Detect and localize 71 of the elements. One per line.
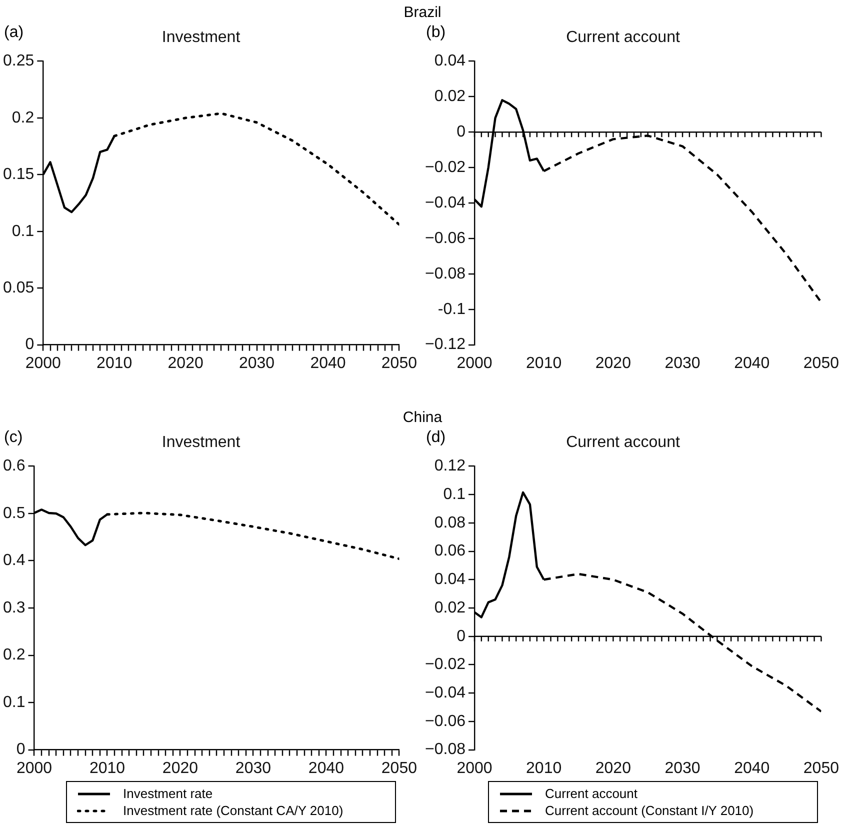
- y-tick-label: 0.05: [3, 279, 34, 296]
- x-tick-label: 2010: [89, 760, 126, 777]
- y-tick-label: 0.2: [12, 109, 34, 126]
- x-tick-label: 2000: [25, 354, 62, 372]
- y-tick-label: 0: [16, 741, 26, 758]
- y-tick-label: 0.1: [2, 694, 26, 711]
- y-tick-label: 0: [456, 628, 466, 645]
- x-tick-label: 2040: [734, 354, 770, 372]
- y-tick-label: 0.3: [2, 599, 26, 616]
- x-tick-label: 2010: [526, 760, 562, 777]
- text: China: [402, 409, 444, 426]
- legend-label: Current account: [545, 786, 638, 801]
- x-tick-label: 2040: [734, 760, 770, 777]
- text: Brazil: [402, 4, 442, 21]
- x-tick-label: 2000: [16, 760, 52, 777]
- y-tick-label: 0.4: [2, 552, 26, 570]
- y-tick-label: 0: [25, 336, 34, 354]
- y-tick-label: 0: [456, 124, 466, 141]
- text: (d): [426, 429, 446, 447]
- x-tick-label: 2020: [595, 760, 632, 777]
- y-tick-label: 0.06: [434, 542, 466, 560]
- y-tick-label: 0.02: [434, 599, 466, 616]
- y-tick-label: −0.08: [425, 265, 466, 282]
- x-tick-label: 2020: [162, 760, 198, 777]
- y-tick-label: 0.1: [12, 222, 34, 240]
- legend-label: Investment rate: [123, 786, 213, 801]
- x-tick-label: 2020: [168, 354, 204, 372]
- text: (b): [426, 24, 446, 42]
- y-tick-label: −0.06: [425, 230, 466, 247]
- y-tick-label: 0.1: [443, 486, 466, 503]
- chart-title: Current account: [566, 29, 680, 46]
- x-tick-label: 2050: [381, 354, 418, 372]
- x-tick-label: 2050: [381, 760, 418, 777]
- chart-title: Current account: [566, 434, 680, 452]
- y-tick-label: −0.06: [425, 712, 466, 730]
- legend-label: Investment rate (Constant CA/Y 2010): [123, 803, 344, 818]
- x-tick-label: 2040: [308, 760, 344, 777]
- y-tick-label: −0.04: [425, 684, 466, 702]
- y-tick-label: −0.02: [425, 158, 466, 176]
- y-tick-label: 0.25: [3, 52, 34, 70]
- y-tick-label: −0.12: [425, 336, 466, 354]
- y-tick-label: 0.08: [434, 514, 466, 532]
- legend-label: Current account (Constant I/Y 2010): [545, 803, 754, 818]
- y-tick-label: −0.08: [425, 741, 466, 758]
- chart-title: Investment: [162, 434, 241, 452]
- y-tick-label: 0.6: [2, 458, 26, 475]
- x-tick-label: 2040: [310, 354, 346, 372]
- x-tick-label: 2030: [238, 354, 275, 372]
- x-tick-label: 2010: [526, 354, 562, 372]
- text: (c): [4, 429, 23, 447]
- y-tick-label: 0.5: [2, 504, 26, 522]
- y-tick-label: −0.02: [425, 656, 466, 674]
- x-tick-label: 2050: [803, 354, 840, 372]
- y-tick-label: 0.04: [434, 52, 466, 70]
- y-tick-label: 0.02: [434, 88, 466, 106]
- x-tick-label: 2010: [96, 354, 132, 372]
- y-tick-label: 0.2: [2, 646, 26, 664]
- chart-title: Investment: [162, 29, 241, 46]
- y-tick-label: −0.04: [425, 194, 466, 212]
- y-tick-label: -0.1: [438, 300, 466, 318]
- x-tick-label: 2020: [595, 354, 632, 372]
- text: (a): [4, 24, 24, 42]
- x-tick-label: 2000: [456, 354, 492, 372]
- x-tick-label: 2030: [664, 354, 700, 372]
- y-tick-label: 0.04: [434, 571, 466, 588]
- x-tick-label: 2050: [803, 760, 840, 777]
- x-tick-label: 2000: [456, 760, 492, 777]
- x-tick-label: 2030: [235, 760, 272, 777]
- x-tick-label: 2030: [664, 760, 700, 777]
- y-tick-label: 0.15: [3, 166, 34, 184]
- y-tick-label: 0.12: [434, 458, 466, 475]
